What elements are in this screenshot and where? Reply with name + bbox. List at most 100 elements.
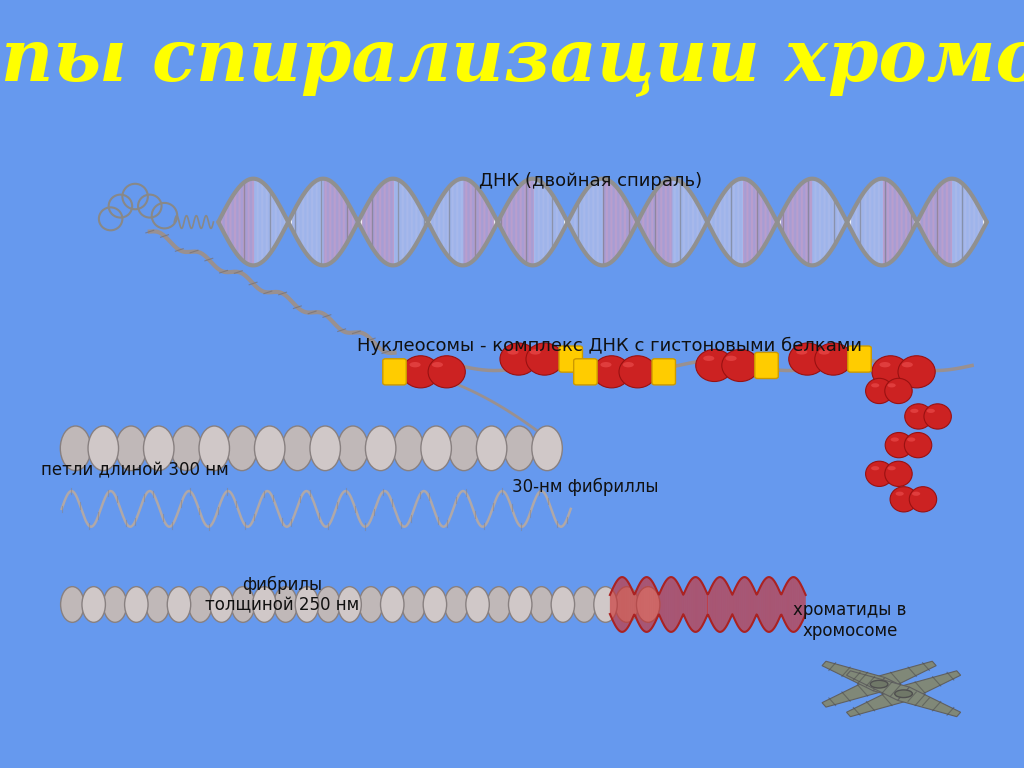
Ellipse shape — [466, 587, 489, 622]
Ellipse shape — [695, 349, 733, 382]
Polygon shape — [822, 677, 885, 707]
Text: хроматиды в
хромосоме: хроматиды в хромосоме — [793, 601, 906, 640]
Ellipse shape — [885, 462, 912, 486]
Ellipse shape — [907, 438, 915, 442]
Ellipse shape — [338, 426, 369, 471]
Ellipse shape — [788, 343, 826, 375]
Ellipse shape — [508, 349, 518, 355]
Ellipse shape — [890, 487, 918, 512]
Text: 30-нм фибриллы: 30-нм фибриллы — [512, 478, 658, 495]
Ellipse shape — [143, 426, 174, 471]
Ellipse shape — [210, 587, 233, 622]
FancyBboxPatch shape — [559, 346, 583, 372]
Ellipse shape — [797, 349, 807, 355]
Polygon shape — [822, 661, 885, 690]
FancyBboxPatch shape — [755, 353, 778, 379]
Ellipse shape — [927, 409, 935, 413]
FancyBboxPatch shape — [573, 359, 597, 385]
Ellipse shape — [865, 379, 893, 403]
Ellipse shape — [103, 587, 127, 622]
Ellipse shape — [167, 587, 190, 622]
Ellipse shape — [402, 356, 439, 388]
Ellipse shape — [432, 362, 443, 367]
Text: Нуклеосомы - комплекс ДНК с гистоновыми белками: Нуклеосомы - комплекс ДНК с гистоновыми … — [357, 337, 862, 356]
Ellipse shape — [905, 404, 932, 429]
Ellipse shape — [722, 349, 759, 382]
Ellipse shape — [188, 587, 212, 622]
Polygon shape — [898, 687, 961, 717]
Ellipse shape — [870, 680, 888, 688]
Ellipse shape — [316, 587, 340, 622]
Ellipse shape — [444, 587, 468, 622]
Ellipse shape — [872, 356, 909, 388]
Ellipse shape — [815, 343, 852, 375]
Text: ДНК (двойная спираль): ДНК (двойная спираль) — [479, 171, 701, 190]
Ellipse shape — [871, 466, 880, 470]
Ellipse shape — [476, 426, 507, 471]
Ellipse shape — [254, 426, 285, 471]
Text: Этапы спирализации хромосом: Этапы спирализации хромосом — [0, 25, 1024, 96]
Ellipse shape — [401, 587, 425, 622]
Ellipse shape — [888, 466, 896, 470]
Ellipse shape — [529, 349, 541, 355]
Ellipse shape — [226, 426, 257, 471]
Ellipse shape — [885, 379, 912, 403]
Ellipse shape — [125, 587, 148, 622]
Text: петли длиной 300 нм: петли длиной 300 нм — [41, 462, 229, 480]
Ellipse shape — [449, 426, 479, 471]
Ellipse shape — [896, 492, 904, 496]
Ellipse shape — [618, 356, 656, 388]
Polygon shape — [847, 670, 909, 700]
Ellipse shape — [871, 383, 880, 387]
Ellipse shape — [818, 349, 829, 355]
Polygon shape — [847, 687, 909, 717]
Ellipse shape — [615, 587, 639, 622]
Ellipse shape — [529, 587, 553, 622]
Ellipse shape — [171, 426, 202, 471]
Ellipse shape — [637, 587, 659, 622]
Ellipse shape — [338, 587, 361, 622]
Ellipse shape — [572, 587, 596, 622]
Ellipse shape — [295, 587, 318, 622]
Ellipse shape — [273, 587, 297, 622]
Ellipse shape — [60, 426, 91, 471]
Ellipse shape — [885, 432, 912, 458]
Ellipse shape — [253, 587, 276, 622]
Ellipse shape — [526, 343, 563, 375]
Ellipse shape — [891, 438, 899, 442]
Ellipse shape — [500, 343, 538, 375]
Ellipse shape — [359, 587, 383, 622]
FancyBboxPatch shape — [848, 346, 871, 372]
Ellipse shape — [924, 404, 951, 429]
Ellipse shape — [551, 587, 574, 622]
Ellipse shape — [895, 690, 912, 697]
Ellipse shape — [88, 426, 119, 471]
Ellipse shape — [703, 356, 715, 361]
Ellipse shape — [504, 426, 535, 471]
Polygon shape — [873, 677, 936, 707]
FancyBboxPatch shape — [383, 359, 407, 385]
Ellipse shape — [421, 426, 452, 471]
Ellipse shape — [910, 409, 919, 413]
Ellipse shape — [410, 362, 421, 367]
Ellipse shape — [880, 362, 891, 367]
Ellipse shape — [726, 356, 736, 361]
Ellipse shape — [623, 362, 634, 367]
Ellipse shape — [60, 587, 84, 622]
FancyBboxPatch shape — [652, 359, 676, 385]
Ellipse shape — [310, 426, 340, 471]
Ellipse shape — [902, 362, 912, 367]
Ellipse shape — [231, 587, 255, 622]
Ellipse shape — [904, 432, 932, 458]
Text: фибрилы
толщиной 250 нм: фибрилы толщиной 250 нм — [205, 575, 359, 614]
Ellipse shape — [423, 587, 446, 622]
Ellipse shape — [594, 587, 617, 622]
Ellipse shape — [898, 356, 935, 388]
Ellipse shape — [381, 587, 404, 622]
Ellipse shape — [199, 426, 229, 471]
Ellipse shape — [888, 383, 896, 387]
Ellipse shape — [428, 356, 465, 388]
Ellipse shape — [593, 356, 630, 388]
Ellipse shape — [487, 587, 511, 622]
Ellipse shape — [509, 587, 531, 622]
